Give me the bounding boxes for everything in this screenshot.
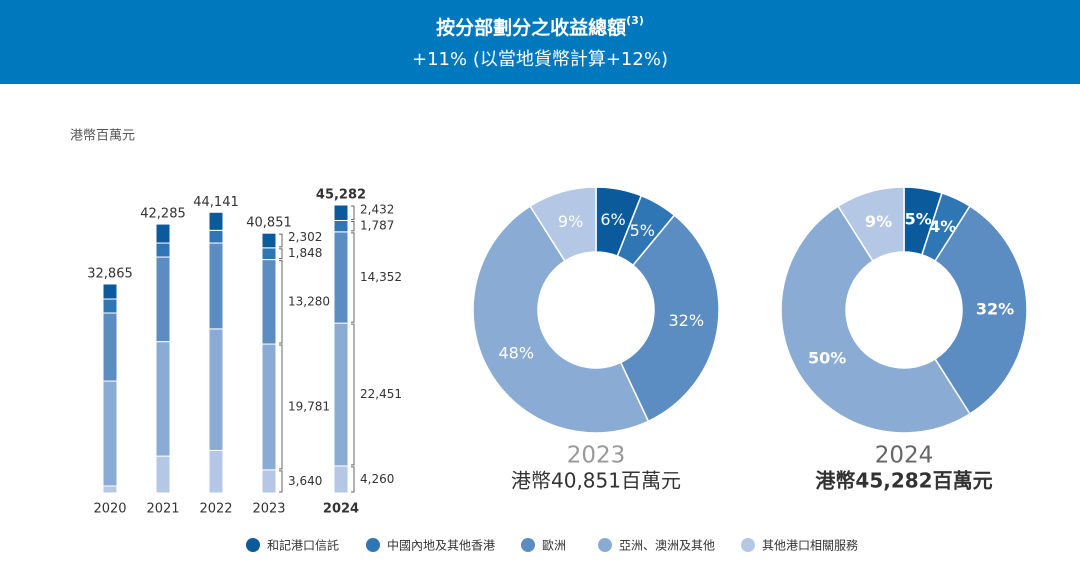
bar-segment: [208, 242, 224, 330]
header-bar: [0, 0, 1080, 84]
bar-segment: [102, 485, 118, 494]
pie-slice: [837, 186, 905, 263]
total-label: 45,282: [316, 188, 366, 203]
bracket: [351, 232, 355, 323]
legend-label: 中國內地及其他香港: [387, 538, 495, 553]
bar-segment: [102, 298, 118, 314]
slice-label: 9%: [558, 212, 583, 231]
value-label: 13,280: [288, 294, 330, 308]
bar-segment: [261, 247, 277, 261]
pie-slice: [780, 205, 971, 434]
bar-segment: [155, 242, 171, 258]
total-label: 42,285: [140, 207, 186, 222]
value-label: 19,781: [288, 399, 330, 413]
bar-segment: [102, 283, 118, 300]
bar-segment: [261, 469, 277, 494]
slice-label: 4%: [929, 217, 956, 236]
slice-label: 6%: [600, 210, 625, 229]
slice-label: 9%: [865, 212, 892, 231]
x-tick-label: 2022: [199, 502, 232, 517]
header-subtitle: +11% (以當地貨幣計算+12%): [412, 49, 668, 70]
pie-slice: [472, 205, 650, 434]
bar-segment: [333, 465, 349, 494]
unit-label: 港幣百萬元: [70, 129, 135, 144]
bracket: [351, 220, 355, 232]
bracket: [279, 470, 283, 493]
pie-subtitle: 港幣45,282百萬元: [815, 469, 992, 493]
total-label: 44,141: [193, 195, 239, 210]
bracket: [279, 260, 283, 344]
bracket: [351, 205, 355, 220]
slice-label: 50%: [808, 348, 846, 367]
pie-title: 2023: [567, 443, 626, 469]
bar-segment: [208, 229, 224, 244]
legend-label: 歐洲: [542, 538, 566, 553]
value-label: 22,451: [360, 387, 402, 401]
legend-marker: [598, 538, 612, 552]
x-tick-label: 2024: [323, 502, 359, 517]
title-note: (3): [626, 14, 644, 27]
value-label: 2,432: [360, 203, 394, 217]
slice-label: 32%: [669, 311, 705, 330]
legend-label: 和記港口信託: [267, 538, 339, 553]
total-label: 32,865: [87, 266, 133, 281]
bar-segment: [261, 343, 277, 471]
value-label: 3,640: [288, 474, 322, 488]
pie-slice: [619, 214, 720, 423]
legend-label: 亞洲、澳洲及其他: [619, 539, 715, 553]
value-label: 4,260: [360, 472, 394, 486]
slice-label: 5%: [630, 221, 655, 240]
x-tick-label: 2023: [252, 502, 285, 517]
bar-segment: [333, 204, 349, 221]
legend-label: 其他港口相關服務: [762, 539, 858, 553]
x-tick-label: 2020: [93, 502, 126, 517]
bar-segment: [261, 232, 277, 249]
header-title: 按分部劃分之收益總額(3): [436, 14, 644, 39]
legend-marker: [521, 538, 535, 552]
legend-marker: [741, 538, 755, 552]
bracket: [351, 466, 355, 493]
bar-segment: [102, 312, 118, 382]
bar-segment: [261, 259, 277, 345]
bar-segment: [155, 341, 171, 457]
bar-segment: [155, 223, 171, 244]
value-label: 1,787: [360, 219, 394, 233]
legend-marker: [246, 538, 260, 552]
bracket: [279, 344, 283, 470]
bar-segment: [333, 219, 349, 233]
bar-segment: [208, 449, 224, 494]
bar-segment: [333, 322, 349, 467]
bar-segment: [155, 455, 171, 494]
bracket: [351, 323, 355, 466]
pie-subtitle: 港幣40,851百萬元: [511, 469, 681, 493]
total-label: 40,851: [246, 216, 292, 231]
slice-label: 48%: [498, 343, 534, 362]
pie-slice: [934, 205, 1028, 415]
bracket: [279, 233, 283, 248]
bar-segment: [102, 380, 118, 487]
pie-slice: [529, 186, 597, 263]
bar-segment: [333, 231, 349, 324]
bar-segment: [208, 211, 224, 231]
bracket: [279, 248, 283, 260]
value-label: 1,848: [288, 246, 322, 260]
slice-label: 5%: [905, 210, 932, 229]
bar-segment: [208, 328, 224, 451]
x-tick-label: 2021: [146, 502, 179, 517]
value-label: 14,352: [360, 270, 402, 284]
title-text: 按分部劃分之收益總額: [436, 16, 626, 39]
slice-label: 32%: [976, 300, 1014, 319]
value-label: 2,302: [288, 230, 322, 244]
bar-segment: [155, 256, 171, 343]
pie-title: 2024: [875, 443, 934, 469]
legend-marker: [366, 538, 380, 552]
